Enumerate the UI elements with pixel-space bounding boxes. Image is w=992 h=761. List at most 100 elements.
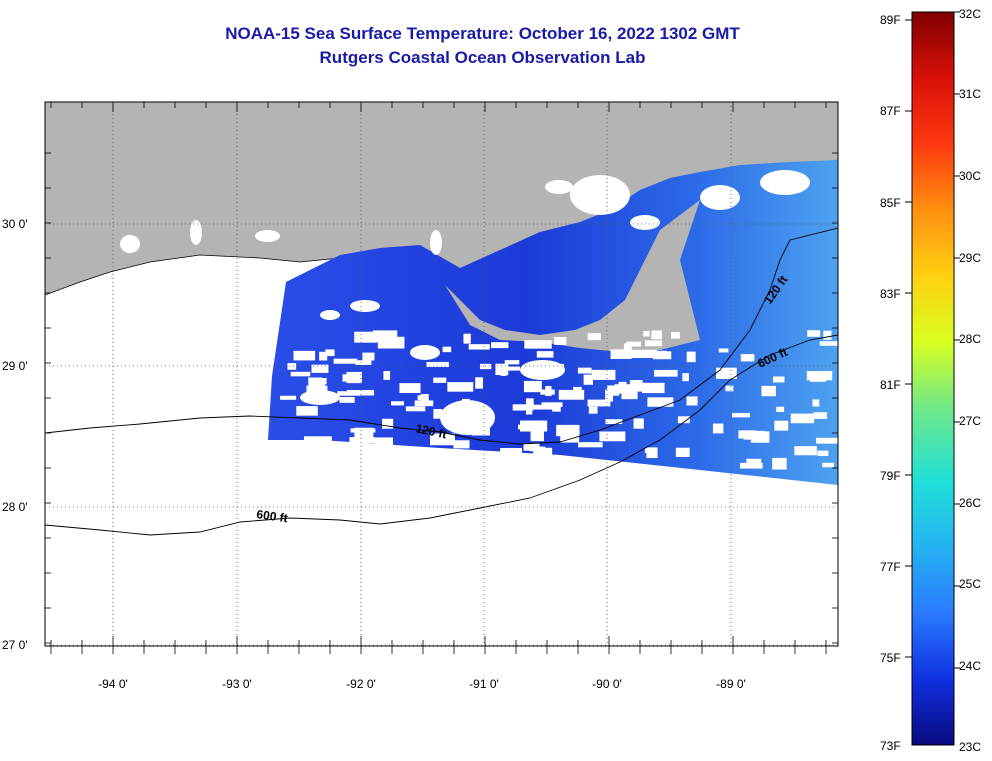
cloud-patch <box>190 220 202 245</box>
contour-600ft <box>45 334 838 536</box>
y-tick-label: 28 0' <box>2 500 28 514</box>
cloud-patch <box>630 215 660 230</box>
cloud-patch <box>610 349 632 360</box>
cloud-patch <box>443 464 450 469</box>
colorbar-fahrenheit-labels: 89F 87F 85F 83F 81F 79F 77F 75F 73F <box>880 13 901 753</box>
cloud-patch <box>774 420 789 431</box>
colorbar-celsius-labels: 32C 31C 30C 29C 28C 27C 26C 25C 24C 23C <box>959 7 981 754</box>
cloud-patch <box>644 447 656 454</box>
cloud-patch <box>654 369 678 377</box>
cloud-patch <box>533 404 560 410</box>
cloud-patch <box>320 310 340 320</box>
colorbar-c-label: 25C <box>959 577 981 591</box>
x-tick-label: -93 0' <box>222 677 252 691</box>
cloud-patch <box>651 330 662 340</box>
cloud-patch <box>293 350 316 361</box>
cloud-patch <box>823 330 832 340</box>
cloud-patch <box>816 437 838 444</box>
cloud-patch <box>677 416 690 424</box>
cloud-patch <box>718 348 729 353</box>
cloud-patch <box>349 437 376 444</box>
cloud-patch <box>463 333 471 344</box>
cloud-patch <box>383 371 391 380</box>
colorbar-c-label: 32C <box>959 7 981 21</box>
colorbar-f-label: 87F <box>880 104 901 118</box>
cloud-patch <box>372 330 398 343</box>
cloud-patch <box>504 360 520 365</box>
cloud-patch <box>806 370 833 381</box>
cloud-patch <box>355 360 372 365</box>
colorbar-f-label: 73F <box>880 739 901 753</box>
cloud-patch <box>583 374 593 385</box>
cloud-patch <box>319 351 328 361</box>
x-tick-label: -90 0' <box>592 677 622 691</box>
cloud-patch <box>410 345 440 360</box>
cloud-patch <box>374 437 393 447</box>
map-subtitle: Rutgers Coastal Ocean Observation Lab <box>319 48 646 67</box>
cloud-patch <box>500 366 520 371</box>
cloud-patch <box>374 463 391 469</box>
cloud-patch <box>529 446 546 452</box>
cloud-patch <box>545 180 573 194</box>
cloud-patch <box>322 448 331 454</box>
cloud-patch <box>489 454 513 466</box>
cloud-patch <box>644 340 662 347</box>
cloud-patch <box>773 376 785 383</box>
cloud-patch <box>433 409 443 419</box>
cloud-patch <box>346 444 371 455</box>
cloud-patch <box>453 440 470 449</box>
cloud-patch <box>430 230 442 255</box>
y-tick-label: 30 0' <box>2 217 28 231</box>
cloud-patch <box>626 341 642 347</box>
cloud-patch <box>468 344 490 350</box>
cloud-patch <box>308 377 322 390</box>
cloud-patch <box>570 175 630 215</box>
cloud-patch <box>607 385 620 396</box>
cloud-patch <box>743 430 765 440</box>
cloud-patch <box>377 336 405 349</box>
cloud-patch <box>433 377 447 383</box>
cloud-patch <box>577 367 592 374</box>
cloud-patch <box>475 377 483 389</box>
cloud-patch <box>700 185 740 210</box>
cloud-patch <box>524 340 552 349</box>
cloud-patch <box>591 369 616 380</box>
cloud-patch <box>819 341 838 346</box>
cloud-patch <box>686 396 698 406</box>
cloud-patch <box>347 389 375 396</box>
cloud-patch <box>362 352 375 361</box>
cloud-patch <box>333 358 358 364</box>
x-tick-label: -94 0' <box>98 677 128 691</box>
cloud-patch <box>540 389 555 395</box>
cloud-patch <box>525 398 534 410</box>
cloud-patch <box>346 371 363 384</box>
colorbar-ticks <box>905 11 960 669</box>
cloud-patch <box>417 395 426 401</box>
cloud-patch <box>523 380 542 393</box>
cloud-patch <box>794 446 817 456</box>
colorbar-c-label: 27C <box>959 414 981 428</box>
cloud-patch <box>533 447 553 456</box>
cloud-patch <box>582 463 603 475</box>
cloud-patch <box>647 397 674 407</box>
cloud-patch <box>337 391 360 396</box>
cloud-patch <box>399 383 421 394</box>
cloud-patch <box>428 459 435 466</box>
cloud-patch <box>682 373 689 382</box>
cloud-patch <box>300 390 340 405</box>
cloud-patch <box>807 330 821 337</box>
cloud-patch <box>303 436 332 442</box>
contour-label: 600 ft <box>256 507 289 525</box>
graticule <box>45 102 838 646</box>
cloud-patch <box>554 337 567 345</box>
cloud-patch <box>530 429 544 442</box>
cloud-patch <box>599 431 626 442</box>
y-axis-labels: 30 0' 29 0' 28 0' 27 0' <box>2 217 28 652</box>
contour-label: 120 ft <box>414 421 448 441</box>
cloud-patch <box>618 381 627 388</box>
colorbar <box>911 11 955 746</box>
colorbar-f-label: 77F <box>880 560 901 574</box>
cloud-patch <box>311 364 329 373</box>
y-tick-label: 27 0' <box>2 638 28 652</box>
cloud-mask <box>120 170 838 475</box>
